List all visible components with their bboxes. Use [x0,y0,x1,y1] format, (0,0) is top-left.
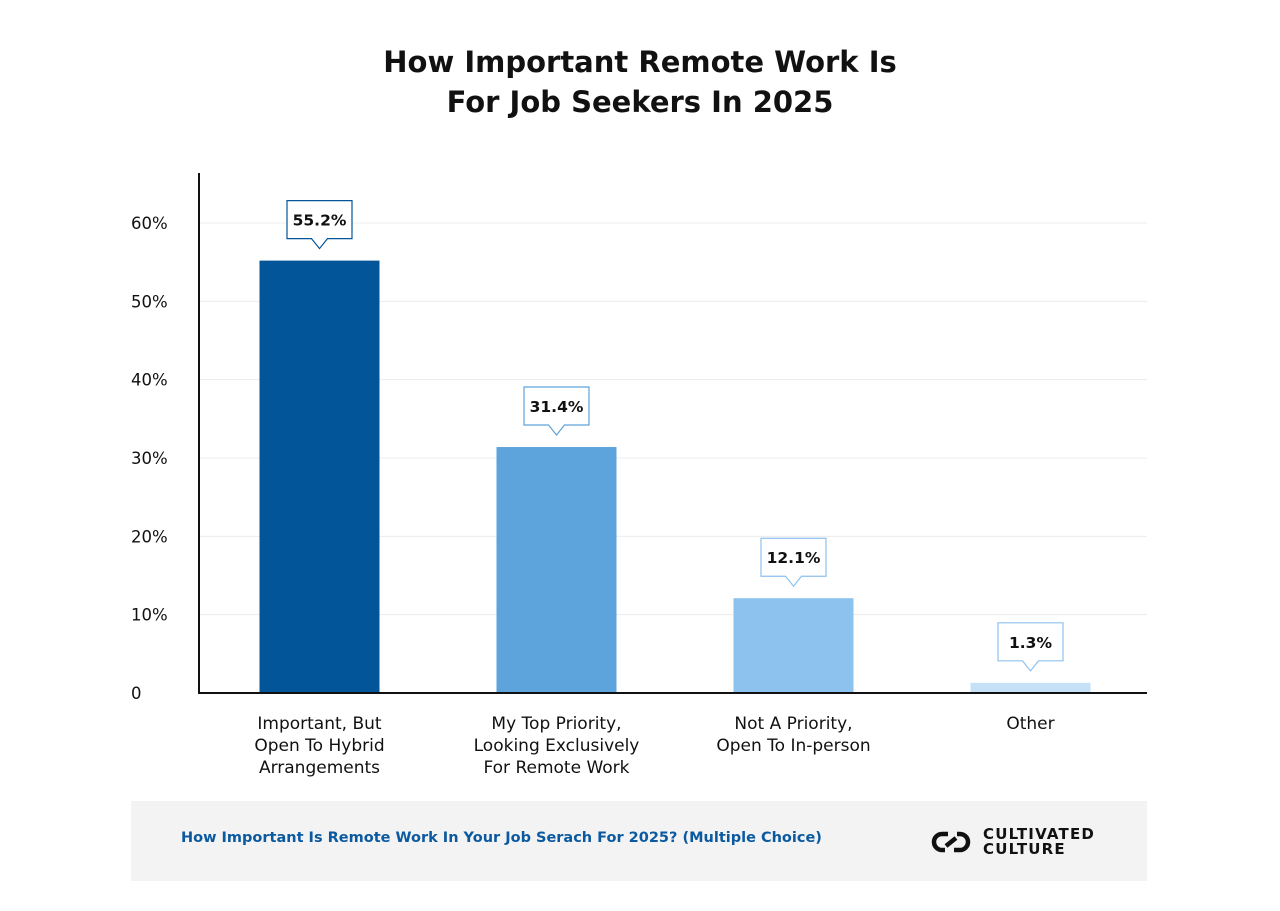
y-tick-label: 50% [131,292,168,311]
x-category-label: Open To Hybrid [254,736,384,756]
data-label: 12.1% [767,549,821,567]
bar [259,260,380,693]
y-tick-label: 60% [131,214,168,233]
brand-logo: CULTIVATED CULTURE [931,825,1095,859]
x-category-label: Important, But [257,714,382,734]
bar [970,682,1091,693]
x-category-label: My Top Priority, [491,714,621,734]
y-tick-label: 20% [131,527,168,546]
chart-title-line-2: For Job Seekers In 2025 [446,85,834,119]
bar [733,598,854,693]
chart-title: How Important Remote Work Is For Job See… [0,42,1280,122]
brand-name: CULTIVATED CULTURE [983,827,1095,857]
y-tick-label: 10% [131,606,168,625]
chart-title-line-1: How Important Remote Work Is [383,45,897,79]
x-category-label: Open To In-person [716,736,870,756]
x-category-label: Arrangements [259,758,380,778]
brand-name-line-2: CULTURE [983,840,1066,858]
bar [496,447,617,693]
data-label: 1.3% [1009,634,1052,652]
x-category-label: Looking Exclusively [474,736,640,756]
y-tick-label: 30% [131,449,168,468]
x-category-label: Other [1006,714,1054,734]
y-tick-label: 40% [131,371,168,390]
x-category-label: Not A Priority, [734,714,852,734]
brand-name-line-1: CULTIVATED [983,825,1096,843]
survey-question: How Important Is Remote Work In Your Job… [181,830,822,846]
data-label-callout [997,622,1064,672]
data-label-callout [286,200,353,250]
y-tick-label: 0 [131,684,142,703]
data-label: 31.4% [530,398,584,416]
x-category-label: For Remote Work [483,758,629,778]
data-label-callout [760,537,827,588]
data-label: 55.2% [293,212,347,230]
data-label-callout [523,386,590,436]
footer-bar: How Important Is Remote Work In Your Job… [131,801,1147,881]
chain-link-icon [931,831,971,853]
